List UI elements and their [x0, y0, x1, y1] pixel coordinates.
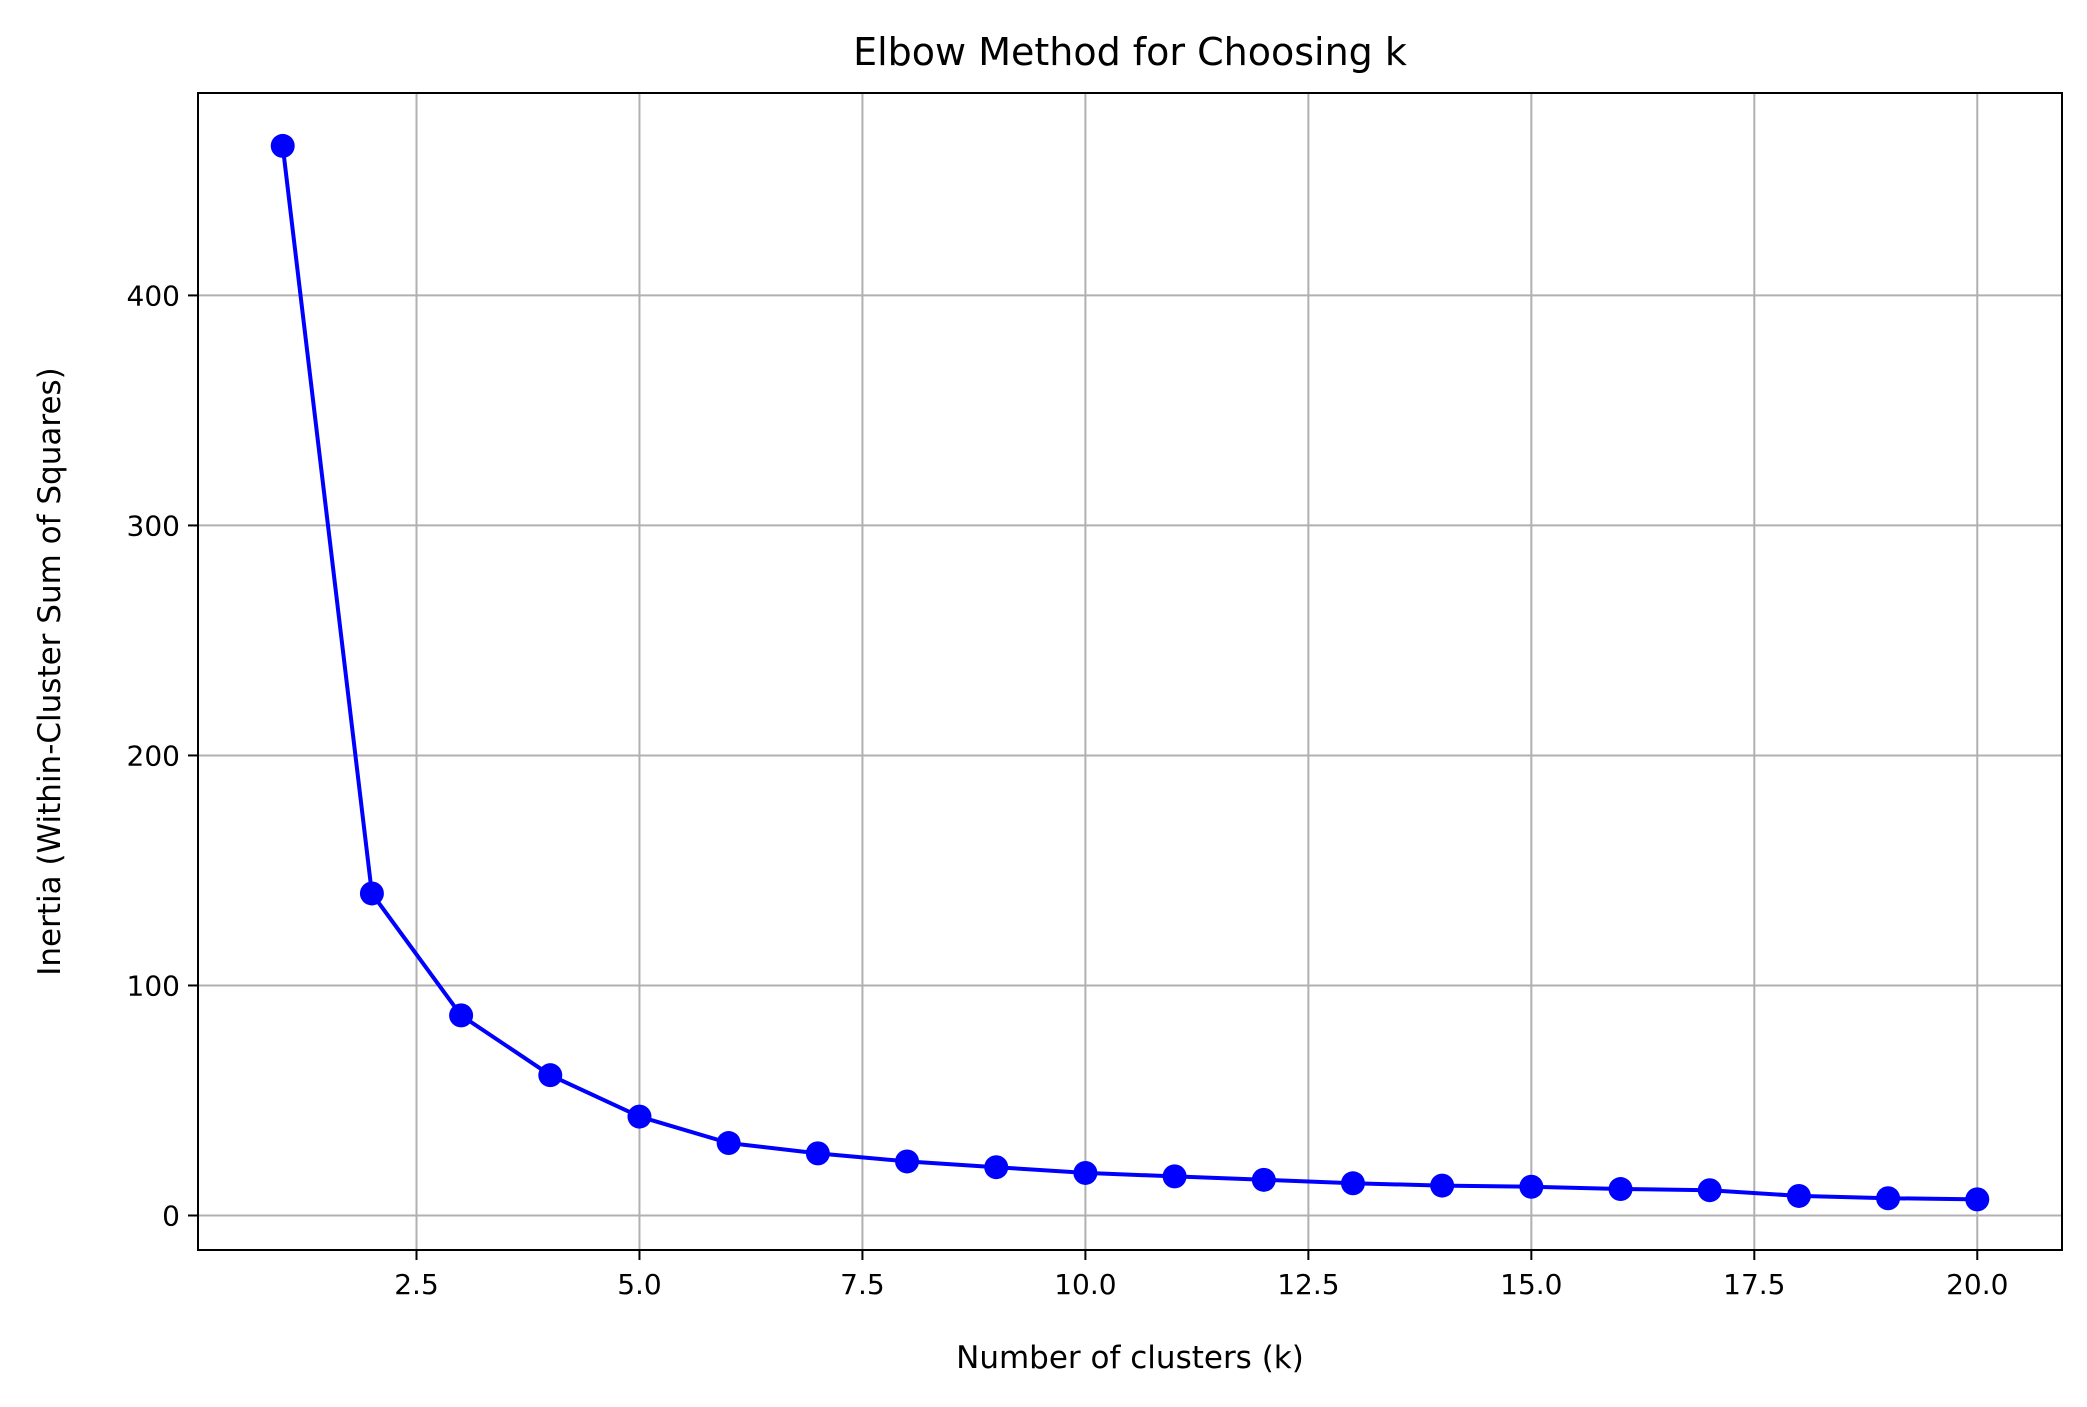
data-point	[1608, 1177, 1633, 1202]
x-tick-label: 17.5	[1723, 1268, 1785, 1301]
y-tick-label: 300	[127, 509, 180, 542]
x-tick-label: 5.0	[617, 1268, 662, 1301]
data-point	[1162, 1164, 1187, 1189]
series-line	[280, 145, 1978, 1202]
data-point	[1073, 1160, 1098, 1185]
data-point	[449, 1003, 474, 1028]
data-point	[1697, 1178, 1722, 1203]
plot-frame	[197, 92, 2063, 1251]
data-point	[1251, 1167, 1276, 1192]
y-tick-label: 0	[162, 1199, 180, 1232]
y-axis-title: Inertia (Within-Cluster Sum of Squares)	[32, 367, 68, 976]
x-axis-title: Number of clusters (k)	[956, 1340, 1304, 1376]
data-point	[716, 1131, 741, 1156]
data-point	[627, 1104, 652, 1129]
data-point	[359, 881, 384, 906]
y-tick-label: 200	[127, 739, 180, 772]
x-tick-label: 7.5	[840, 1268, 885, 1301]
grid-lines	[198, 93, 2062, 1250]
data-point	[805, 1141, 830, 1166]
data-point	[1519, 1174, 1544, 1199]
data-point	[1786, 1183, 1811, 1208]
x-tick-label: 10.0	[1054, 1268, 1116, 1301]
data-point	[1876, 1186, 1901, 1211]
series-layer	[270, 133, 1990, 1212]
axis-ticks: 2.5 5.0 7.5 10.0 12.5 15.0 17.5 20.0 0 100 200 300 4…	[127, 279, 2009, 1301]
x-tick-label: 15.0	[1500, 1268, 1562, 1301]
data-point	[1340, 1171, 1365, 1196]
x-tick-label: 20.0	[1946, 1268, 2008, 1301]
chart-title: Elbow Method for Choosing k	[853, 30, 1407, 74]
data-point	[538, 1063, 563, 1088]
data-point	[984, 1155, 1009, 1180]
data-point	[270, 133, 295, 158]
x-tick-label: 2.5	[394, 1268, 439, 1301]
data-point	[1965, 1187, 1990, 1212]
y-tick-label: 100	[127, 969, 180, 1002]
data-point	[1430, 1173, 1455, 1198]
x-tick-label: 12.5	[1277, 1268, 1339, 1301]
y-tick-label: 400	[127, 279, 180, 312]
data-point	[895, 1149, 920, 1174]
